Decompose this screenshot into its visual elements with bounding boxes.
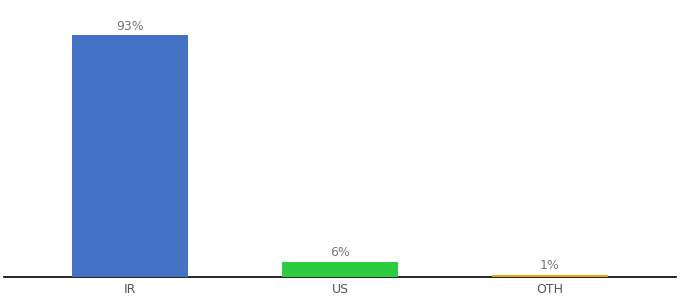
Bar xyxy=(492,275,608,277)
Text: 6%: 6% xyxy=(330,246,350,259)
Text: 93%: 93% xyxy=(116,20,144,33)
Bar xyxy=(282,262,398,277)
Bar xyxy=(72,35,188,277)
Text: 1%: 1% xyxy=(540,259,560,272)
